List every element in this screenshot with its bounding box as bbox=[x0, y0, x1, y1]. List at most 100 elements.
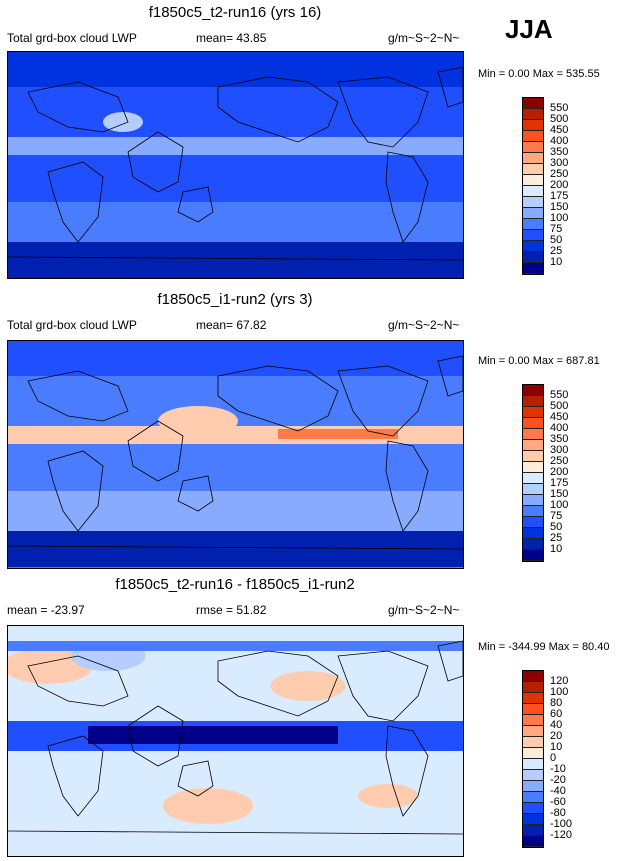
colorbar-box bbox=[523, 539, 543, 550]
panel2-mean-label: mean= 67.82 bbox=[196, 318, 267, 332]
colorbar-box bbox=[523, 715, 543, 726]
colorbar-label: 10 bbox=[550, 741, 563, 753]
panel2-minmax: Min = 0.00 Max = 687.81 bbox=[478, 355, 600, 367]
colorbar-label: 550 bbox=[550, 389, 569, 401]
panel3-colorbar bbox=[522, 670, 544, 848]
panel2-variable-label: Total grd-box cloud LWP bbox=[7, 318, 137, 332]
colorbar-box bbox=[523, 473, 543, 484]
coastline bbox=[27, 370, 129, 422]
colorbar-label: 75 bbox=[550, 223, 563, 235]
panel1-variable-label: Total grd-box cloud LWP bbox=[7, 31, 137, 45]
coastline bbox=[177, 475, 214, 512]
colorbar-label: 60 bbox=[550, 708, 563, 720]
coastline-antarctica bbox=[8, 830, 463, 835]
colorbar-box bbox=[523, 142, 543, 153]
colorbar-label: 350 bbox=[550, 433, 569, 445]
colorbar-box bbox=[523, 131, 543, 142]
colorbar-label: 550 bbox=[550, 102, 569, 114]
colorbar-box bbox=[523, 109, 543, 120]
panel1-units-label: g/m~S~2~N~ bbox=[388, 31, 460, 45]
itcz-band bbox=[8, 137, 463, 155]
colorbar-box bbox=[523, 385, 543, 396]
colorbar-label: 0 bbox=[550, 752, 557, 764]
colorbar-label: 400 bbox=[550, 135, 569, 147]
panel2-title: f1850c5_i1-run2 (yrs 3) bbox=[157, 291, 313, 308]
field-band bbox=[8, 491, 463, 531]
coastline bbox=[337, 365, 429, 437]
colorbar-label: -10 bbox=[550, 763, 566, 775]
colorbar-box bbox=[523, 792, 543, 803]
field-patch bbox=[158, 406, 238, 436]
colorbar-label: 10 bbox=[550, 543, 563, 555]
colorbar-box bbox=[523, 682, 543, 693]
colorbar-label: 175 bbox=[550, 477, 569, 489]
coastline bbox=[127, 131, 184, 193]
colorbar-label: 250 bbox=[550, 168, 569, 180]
coastline bbox=[177, 760, 214, 797]
panel1-map bbox=[7, 51, 464, 279]
coastline bbox=[27, 655, 129, 707]
colorbar-label: -80 bbox=[550, 807, 566, 819]
itcz-core bbox=[278, 429, 398, 439]
colorbar-label: 300 bbox=[550, 444, 569, 456]
colorbar-box bbox=[523, 186, 543, 197]
coastline bbox=[385, 440, 429, 532]
coastline bbox=[437, 355, 463, 397]
colorbar-box bbox=[523, 241, 543, 252]
coastline bbox=[337, 650, 429, 722]
colorbar-label: 75 bbox=[550, 510, 563, 522]
colorbar-box bbox=[523, 98, 543, 109]
colorbar-box bbox=[523, 814, 543, 825]
panel3-minmax: Min = -344.99 Max = 80.40 bbox=[478, 641, 610, 653]
colorbar-label: 25 bbox=[550, 532, 563, 544]
colorbar-box bbox=[523, 396, 543, 407]
colorbar-box bbox=[523, 528, 543, 539]
colorbar-box bbox=[523, 781, 543, 792]
colorbar-box bbox=[523, 175, 543, 186]
colorbar-box bbox=[523, 219, 543, 230]
coastline bbox=[385, 151, 429, 243]
field-band bbox=[8, 341, 463, 376]
season-label: JJA bbox=[505, 14, 553, 44]
panel2-units-label: g/m~S~2~N~ bbox=[388, 318, 460, 332]
colorbar-label: 450 bbox=[550, 124, 569, 136]
colorbar-box bbox=[523, 462, 543, 473]
coastline bbox=[47, 735, 104, 817]
colorbar-box bbox=[523, 836, 543, 847]
coastline-antarctica bbox=[8, 256, 463, 261]
colorbar-box bbox=[523, 495, 543, 506]
colorbar-label: 20 bbox=[550, 730, 563, 742]
colorbar-label: 150 bbox=[550, 488, 569, 500]
panel1-mean-label: mean= 43.85 bbox=[196, 31, 267, 45]
colorbar-label: -60 bbox=[550, 796, 566, 808]
field-band bbox=[8, 641, 463, 651]
field-patch bbox=[358, 784, 418, 808]
colorbar-label: 350 bbox=[550, 146, 569, 158]
coastline bbox=[385, 725, 429, 817]
colorbar-label: 50 bbox=[550, 234, 563, 246]
colorbar-label: 100 bbox=[550, 686, 569, 698]
colorbar-box bbox=[523, 726, 543, 737]
colorbar-label: 175 bbox=[550, 190, 569, 202]
colorbar-label: 100 bbox=[550, 499, 569, 511]
colorbar-label: -40 bbox=[550, 785, 566, 797]
colorbar-box bbox=[523, 506, 543, 517]
coastline bbox=[217, 76, 339, 143]
colorbar-label: -100 bbox=[550, 818, 573, 830]
colorbar-label: -20 bbox=[550, 774, 566, 786]
colorbar-label: 100 bbox=[550, 212, 569, 224]
colorbar-box bbox=[523, 550, 543, 561]
coastline bbox=[437, 66, 463, 108]
colorbar-box bbox=[523, 825, 543, 836]
field-patch bbox=[270, 671, 346, 701]
colorbar-box bbox=[523, 418, 543, 429]
coastline bbox=[217, 365, 339, 432]
colorbar-box bbox=[523, 803, 543, 814]
coastline bbox=[127, 420, 184, 482]
colorbar-label: 250 bbox=[550, 455, 569, 467]
colorbar-box bbox=[523, 263, 543, 274]
colorbar-box bbox=[523, 153, 543, 164]
field-patch bbox=[163, 788, 253, 824]
colorbar-box bbox=[523, 517, 543, 528]
